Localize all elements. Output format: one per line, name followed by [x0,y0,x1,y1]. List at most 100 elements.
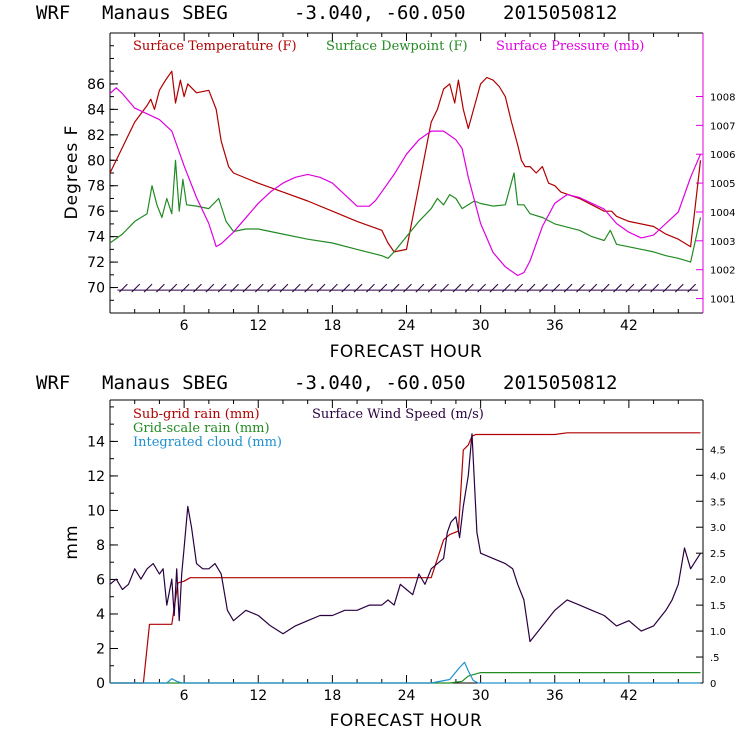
panel2-date: 2015050812 [503,372,617,394]
y-tick-label: 80 [87,153,105,169]
x-tick-label: 24 [398,688,416,704]
surface-dewpoint-line [109,159,702,263]
wind-barb [390,283,400,293]
y2-tick-label: 1007 [710,121,735,132]
wind-barb [168,283,178,293]
wind-barb [304,283,314,293]
y2-tick-label: 4.0 [710,471,726,482]
y2-tick-label: 2.5 [710,549,726,560]
surface-pressure-line [109,87,702,277]
wind-barb [563,283,573,293]
wind-barb [687,283,696,293]
panel2-y-axis-label: mm [62,524,82,559]
wind-barb [477,283,486,293]
y2-tick-label: 1003 [710,237,735,248]
panel1-legend: Surface Temperature (F) Surface Dewpoint… [133,39,644,54]
y-tick-label: 12 [87,469,105,485]
legend-surface-wind-speed: Surface Wind Speed (m/s) [312,407,484,422]
wind-barb [464,283,474,293]
y2-tick-label: 1.0 [710,627,726,638]
wind-barb [674,283,684,293]
x-tick-label: 42 [620,318,638,334]
wind-barb [514,283,524,293]
y2-tick-label: 1002 [710,266,735,277]
panel1-model: WRF [36,2,70,24]
y-tick-label: 4 [96,607,105,623]
wind-barb [637,283,647,293]
panel1-plot-area: 6 12 18 24 30 36 42 70 72 74 76 78 80 82 84 86 1001 1002 1… [87,32,735,334]
x-tick-label: 18 [323,688,341,704]
panel2-legend: Sub-grid rain (mm) Grid-scale rain (mm) … [133,407,484,450]
wind-barb [440,283,449,293]
wind-barb [403,283,412,293]
surface-wind-speed-line [109,433,702,643]
y2-tick-label: 4.5 [710,445,726,456]
gridscale-rain-line [110,671,701,684]
x-tick-label: 42 [620,688,638,704]
wind-barb [217,283,227,293]
y-tick-label: 82 [87,128,105,144]
y-tick-label: 70 [87,281,105,297]
wind-barb [613,283,622,293]
wind-barb [452,283,462,293]
x-tick-label: 6 [180,688,189,704]
legend-surface-dewpoint: Surface Dewpoint (F) [326,39,468,54]
wind-barb [526,283,536,293]
panel2-header: WRF Manaus SBEG -3.040, -60.050 20150508… [36,372,617,394]
y2-tick-label: 1004 [710,208,735,219]
subgrid-rain-line [110,432,701,684]
integrated-cloud-line [110,661,701,684]
wind-barb [662,283,672,293]
y2-tick-label: 0 [710,679,716,690]
x-tick-label: 12 [249,688,267,704]
panel1-station: Manaus SBEG [102,2,228,24]
panel2-model: WRF [36,372,70,394]
wind-barb [205,283,215,293]
wind-barb [588,283,598,293]
panel2-plot-area: 6 12 18 24 30 36 42024681012140.51.01.52.02.53… [87,399,726,704]
wind-barb [551,283,561,293]
wind-barb [119,283,128,293]
y2-tick-label: .5 [710,653,720,664]
wind-barb [366,283,375,293]
wind-barb [230,283,239,293]
legend-integrated-cloud: Integrated cloud (mm) [133,435,282,450]
wind-barb [427,283,437,293]
y2-tick-label: 1001 [710,295,735,306]
y-tick-label: 84 [87,102,105,118]
legend-surface-temperature: Surface Temperature (F) [133,39,297,54]
wind-barb [341,283,351,293]
y2-tick-label: 1.5 [710,601,726,612]
wind-barb [415,283,425,293]
y-tick-label: 2 [96,641,105,657]
x-tick-label: 36 [546,318,564,334]
y-tick-label: 6 [96,572,105,588]
y2-tick-label: 1008 [710,93,735,104]
panel2-x-axis-label: FORECAST HOUR [330,711,483,731]
wind-barb [539,283,548,293]
panel1-header: WRF Manaus SBEG -3.040, -60.050 20150508… [36,2,617,24]
y2-tick-label: 3.0 [710,523,726,534]
wind-barb [378,283,388,293]
y-tick-label: 78 [87,179,105,195]
panel1-coords: -3.040, -60.050 [294,2,466,24]
wind-barb [267,283,276,293]
y2-tick-label: 1006 [710,150,735,161]
panel1-y-axis-label: Degrees F [62,125,82,220]
y2-tick-label: 3.5 [710,497,726,508]
wind-barb [650,283,659,293]
wind-barb [329,283,338,293]
x-tick-label: 18 [323,318,341,334]
x-tick-label: 30 [472,318,490,334]
legend-subgrid-rain: Sub-grid rain (mm) [133,407,260,422]
x-tick-label: 24 [398,318,416,334]
wind-barb [242,283,252,293]
wind-barb [254,283,264,293]
surface-temperature-line [109,70,702,253]
y-tick-label: 72 [87,255,105,271]
y-tick-label: 74 [87,230,105,246]
wind-barb [180,283,190,293]
panel1-x-axis-label: FORECAST HOUR [330,342,483,362]
wind-barb [156,283,165,293]
legend-surface-pressure: Surface Pressure (mb) [496,39,644,54]
